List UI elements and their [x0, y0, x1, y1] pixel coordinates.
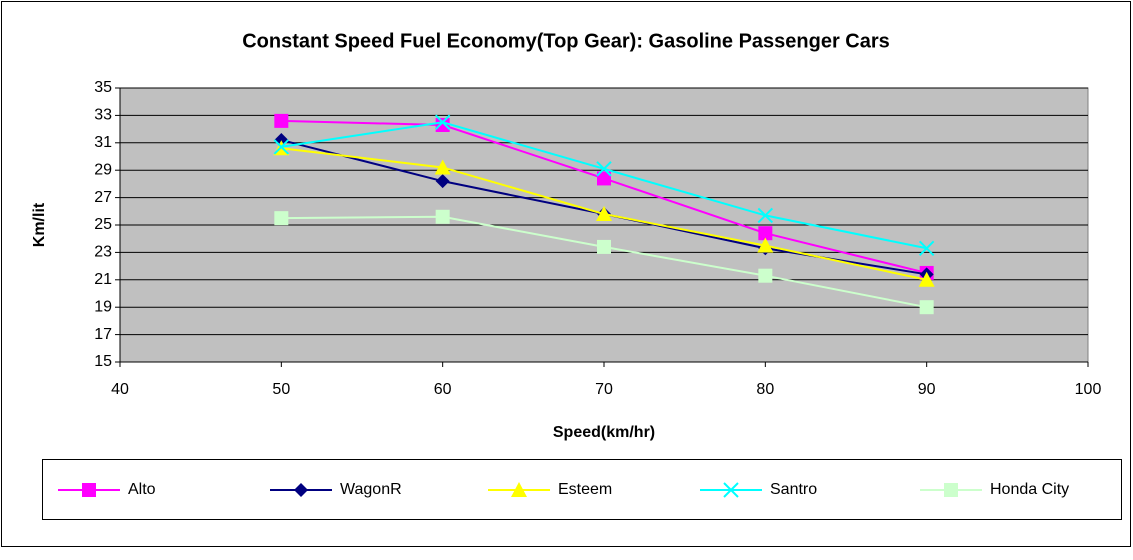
marker	[597, 239, 611, 254]
marker	[511, 482, 527, 497]
legend-label: WagonR	[340, 481, 402, 498]
x-tick-label: 80	[756, 381, 774, 398]
marker	[434, 159, 451, 175]
marker	[758, 268, 773, 283]
marker	[434, 114, 451, 130]
marker	[757, 207, 774, 224]
x-tick-label: 90	[918, 381, 936, 398]
y-tick-label: 19	[94, 298, 112, 315]
marker	[435, 117, 450, 132]
legend-label: Alto	[128, 481, 156, 498]
marker	[919, 300, 934, 315]
y-tick-label: 21	[94, 271, 112, 288]
marker	[273, 139, 290, 155]
marker	[918, 271, 935, 287]
y-tick-label: 25	[94, 216, 112, 233]
y-tick-label: 33	[94, 107, 112, 124]
x-tick-label: 70	[595, 381, 613, 398]
y-tick-label: 27	[94, 189, 112, 206]
marker	[294, 483, 308, 497]
x-tick-label: 40	[111, 381, 129, 398]
marker	[274, 113, 289, 128]
marker	[944, 483, 958, 497]
marker	[757, 237, 774, 253]
y-tick-label: 17	[94, 326, 112, 343]
y-tick-label: 23	[94, 244, 112, 261]
y-tick-label: 35	[94, 79, 112, 96]
legend-label: Honda City	[990, 481, 1069, 498]
x-tick-label: 50	[272, 381, 290, 398]
marker	[597, 171, 611, 186]
legend-label: Santro	[770, 481, 817, 498]
marker	[435, 209, 450, 224]
y-tick-label: 15	[94, 353, 112, 370]
marker	[596, 161, 612, 177]
legend-label: Esteem	[558, 481, 612, 498]
y-axis-label: Km/lit	[31, 202, 48, 247]
marker	[596, 206, 612, 222]
x-tick-label: 60	[434, 381, 452, 398]
marker	[758, 226, 773, 241]
marker	[82, 483, 96, 497]
y-tick-label: 31	[94, 134, 112, 151]
marker	[274, 211, 289, 226]
y-tick-label: 29	[94, 161, 112, 178]
marker	[435, 174, 450, 189]
marker	[918, 240, 935, 256]
chart-title: Constant Speed Fuel Economy(Top Gear): G…	[242, 30, 890, 52]
x-tick-label: 100	[1075, 381, 1102, 398]
x-axis-label: Speed(km/hr)	[553, 424, 655, 441]
marker	[723, 482, 739, 498]
